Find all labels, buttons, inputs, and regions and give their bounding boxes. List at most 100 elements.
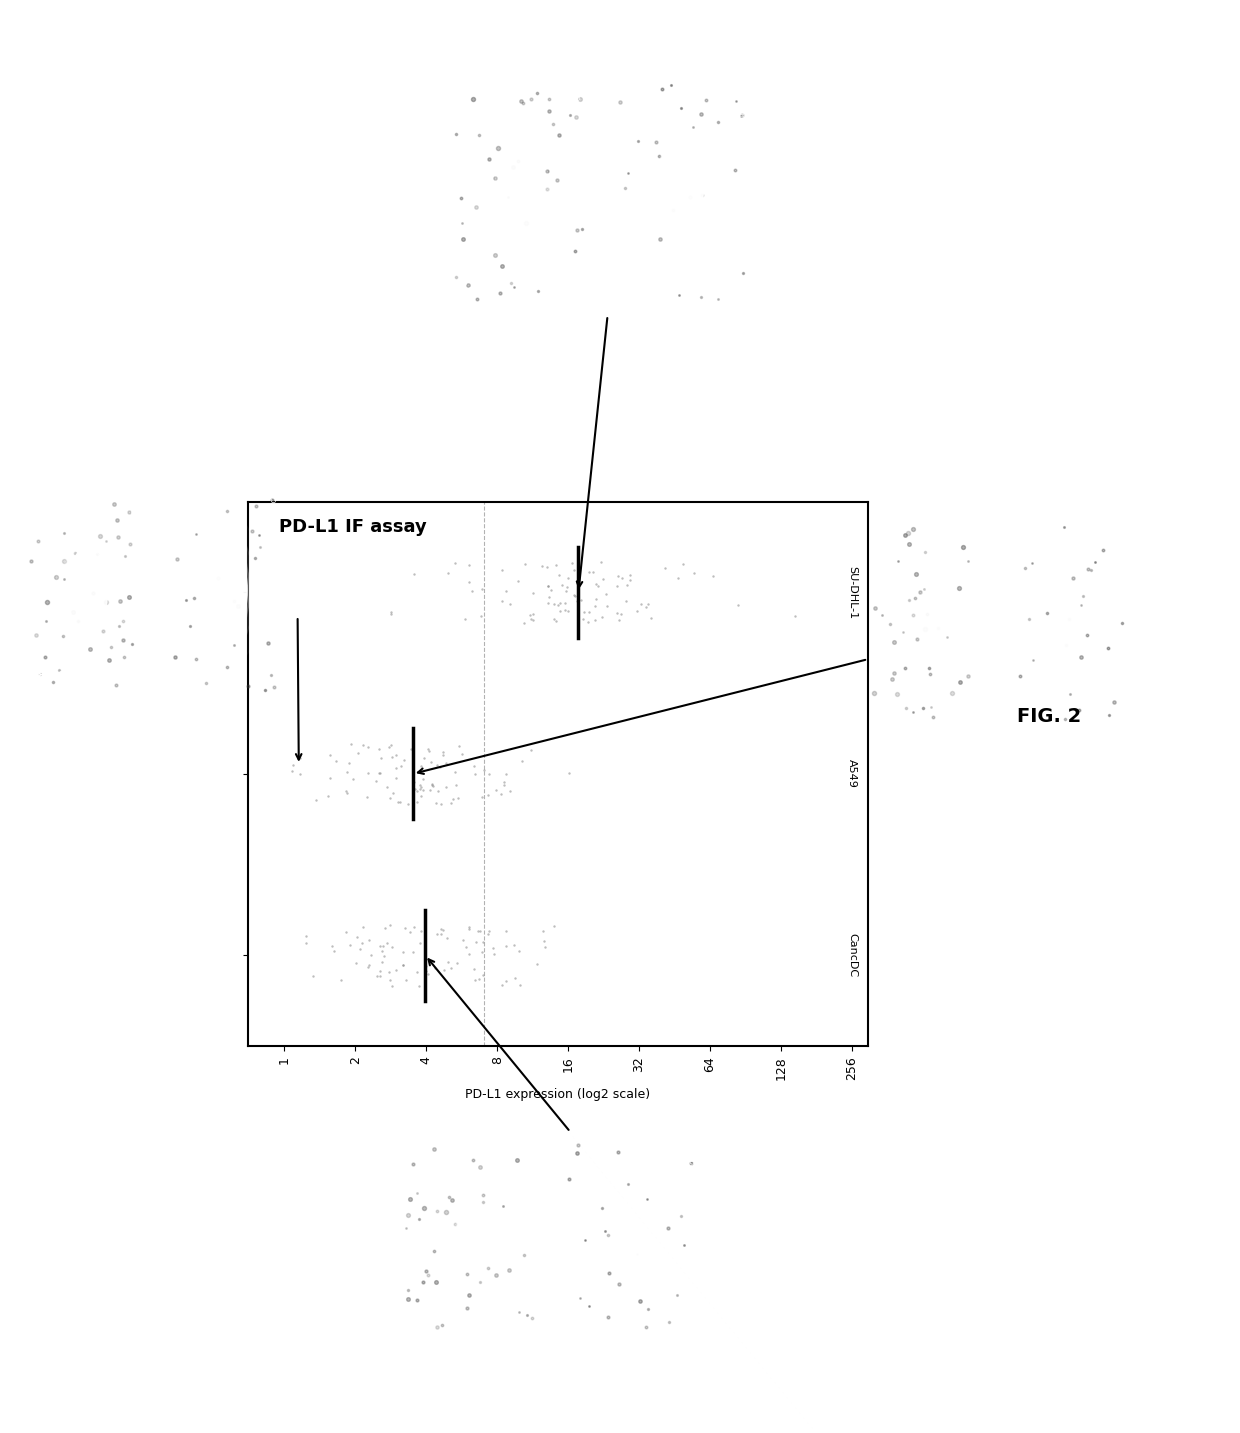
Point xyxy=(381,602,401,625)
Point xyxy=(684,562,704,585)
Point xyxy=(379,787,399,810)
Point xyxy=(573,608,593,631)
Point xyxy=(388,790,408,813)
Point xyxy=(414,768,434,791)
Point xyxy=(459,916,479,939)
Ellipse shape xyxy=(66,543,109,638)
Point xyxy=(410,774,430,797)
Point xyxy=(382,734,402,757)
Point xyxy=(484,937,503,960)
Point xyxy=(515,552,534,575)
Point xyxy=(398,792,418,815)
Point xyxy=(583,560,603,583)
Point xyxy=(608,602,627,625)
Point xyxy=(341,934,361,957)
Ellipse shape xyxy=(1053,588,1081,651)
Point xyxy=(423,775,443,798)
Point xyxy=(439,562,459,585)
Point xyxy=(496,934,516,957)
Point xyxy=(553,573,573,596)
Point xyxy=(477,784,497,807)
Point xyxy=(459,917,479,940)
Point xyxy=(433,919,453,941)
Point xyxy=(474,758,494,781)
Point xyxy=(572,589,591,612)
Point xyxy=(423,774,443,797)
Point xyxy=(445,759,465,782)
Point xyxy=(342,768,362,791)
Point xyxy=(389,791,409,814)
Point xyxy=(371,960,391,983)
Point xyxy=(728,593,748,616)
Point xyxy=(432,923,451,946)
Point xyxy=(373,934,393,957)
Point xyxy=(451,742,471,765)
Point xyxy=(523,608,543,631)
Point xyxy=(558,599,578,622)
Point xyxy=(446,952,466,974)
Point xyxy=(290,762,310,785)
Point xyxy=(346,952,366,974)
Point xyxy=(538,575,558,598)
Point xyxy=(673,553,693,576)
Point xyxy=(626,599,646,622)
Point xyxy=(434,959,454,982)
Point xyxy=(538,592,558,615)
Point xyxy=(372,952,392,974)
Point xyxy=(585,595,605,618)
Ellipse shape xyxy=(448,1191,496,1280)
Point xyxy=(383,781,403,804)
Point xyxy=(541,577,560,600)
Point xyxy=(533,920,553,943)
Point xyxy=(585,572,605,595)
Text: 17.69: 17.69 xyxy=(454,281,489,291)
Point xyxy=(382,745,402,768)
Ellipse shape xyxy=(453,1199,492,1271)
Point xyxy=(491,559,511,582)
Point xyxy=(500,592,520,615)
Point xyxy=(304,964,324,987)
Point xyxy=(445,774,465,797)
Point xyxy=(412,920,432,943)
Point xyxy=(539,585,559,608)
Point xyxy=(496,580,516,603)
Point xyxy=(419,739,439,762)
Point xyxy=(512,749,532,772)
Point xyxy=(620,563,640,586)
Point xyxy=(352,931,372,954)
Point xyxy=(564,585,584,608)
Point xyxy=(474,930,494,953)
Point xyxy=(564,583,584,606)
Point xyxy=(370,934,389,957)
Point xyxy=(413,778,433,801)
Point xyxy=(544,608,564,631)
Point xyxy=(410,754,430,777)
Point xyxy=(587,588,606,610)
Point xyxy=(609,609,629,632)
Point xyxy=(466,931,486,954)
Point xyxy=(546,609,565,632)
Text: 3.96: 3.96 xyxy=(404,1315,432,1326)
Ellipse shape xyxy=(1050,582,1084,656)
Text: EpCAM: EpCAM xyxy=(575,83,582,107)
Point xyxy=(410,778,430,801)
Point xyxy=(425,791,445,814)
Point xyxy=(425,957,445,980)
Point xyxy=(445,552,465,575)
Point xyxy=(521,738,541,761)
Point xyxy=(418,963,438,986)
Point xyxy=(479,923,498,946)
Point xyxy=(472,577,492,600)
Point xyxy=(578,610,598,633)
Text: SU-DHL-1: SU-DHL-1 xyxy=(847,566,857,619)
Point xyxy=(505,966,525,989)
Point xyxy=(396,969,415,992)
Point xyxy=(639,592,658,615)
Point xyxy=(336,780,356,802)
Point xyxy=(472,785,492,808)
Point xyxy=(611,566,631,589)
Ellipse shape xyxy=(498,142,544,236)
Point xyxy=(347,926,367,949)
Point xyxy=(336,920,356,943)
Ellipse shape xyxy=(201,539,247,642)
